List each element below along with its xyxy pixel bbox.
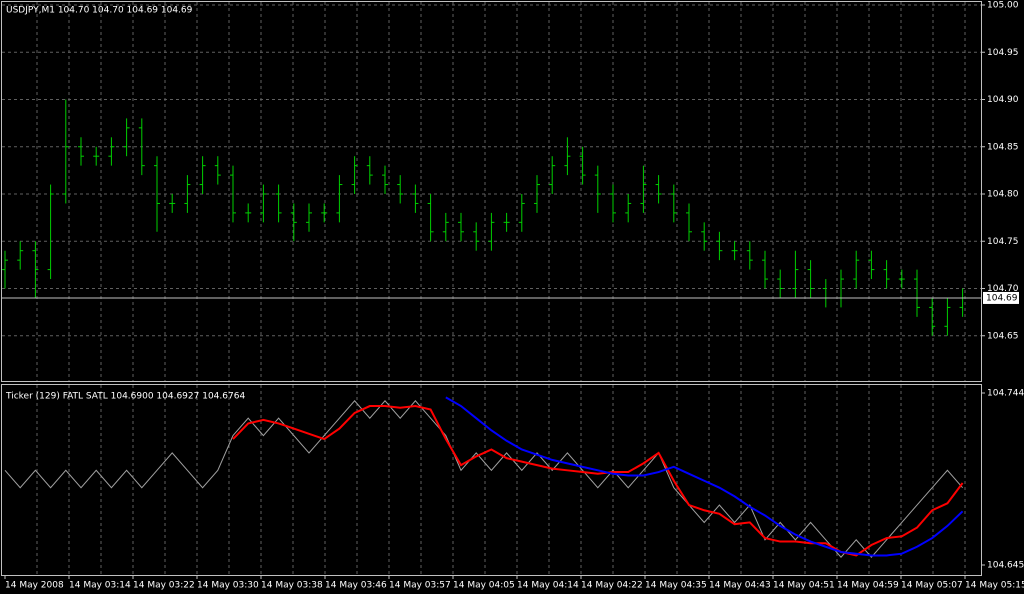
y-tick-label: 105.00	[987, 1, 1019, 11]
x-tick-label: 14 May 2008	[5, 581, 64, 591]
y-tick-label: 104.90	[987, 95, 1019, 105]
x-tick-label: 14 May 04:59	[837, 581, 899, 591]
x-tick-label: 14 May 04:35	[645, 581, 707, 591]
y-tick-label: 104.80	[987, 190, 1019, 200]
x-tick-label: 14 May 03:30	[197, 581, 259, 591]
y-tick-label: 104.95	[987, 48, 1019, 58]
x-tick-label: 14 May 03:57	[389, 581, 451, 591]
last-price-box	[983, 291, 1019, 304]
y-tick-label: 104.70	[987, 284, 1019, 294]
indicator-line	[445, 396, 964, 557]
x-tick-label: 14 May 03:22	[133, 581, 195, 591]
x-tick-label: 14 May 04:14	[517, 581, 579, 591]
x-tick-label: 14 May 04:51	[773, 581, 835, 591]
x-tick-label: 14 May 04:22	[581, 581, 643, 591]
x-tick-label: 14 May 05:15	[965, 581, 1024, 591]
y-tick-label: 104.7445	[987, 389, 1024, 399]
last-price-label: 104.69	[986, 293, 1018, 303]
x-tick-label: 14 May 05:07	[901, 581, 963, 591]
indicator-panel-frame	[1, 384, 982, 576]
y-tick-label: 104.75	[987, 237, 1019, 247]
y-tick-label: 104.85	[987, 142, 1019, 152]
indicator-line	[4, 400, 963, 558]
price-panel-frame	[1, 1, 982, 382]
x-tick-label: 14 May 03:14	[69, 581, 131, 591]
x-tick-label: 14 May 03:38	[261, 581, 323, 591]
y-tick-label: 104.65	[987, 331, 1019, 341]
x-tick-label: 14 May 04:05	[453, 581, 515, 591]
x-tick-label: 14 May 04:43	[709, 581, 771, 591]
y-tick-label: 104.6455	[987, 561, 1024, 571]
x-tick-label: 14 May 03:46	[325, 581, 387, 591]
marks-layer	[2, 99, 981, 558]
price-panel-title: USDJPY,M1 104.70 104.70 104.69 104.69	[6, 6, 193, 16]
indicator-panel-title: Ticker (129) FATL SATL 104.6900 104.6927…	[5, 392, 245, 402]
grid-layer	[2, 2, 981, 575]
indicator-line	[232, 405, 964, 557]
